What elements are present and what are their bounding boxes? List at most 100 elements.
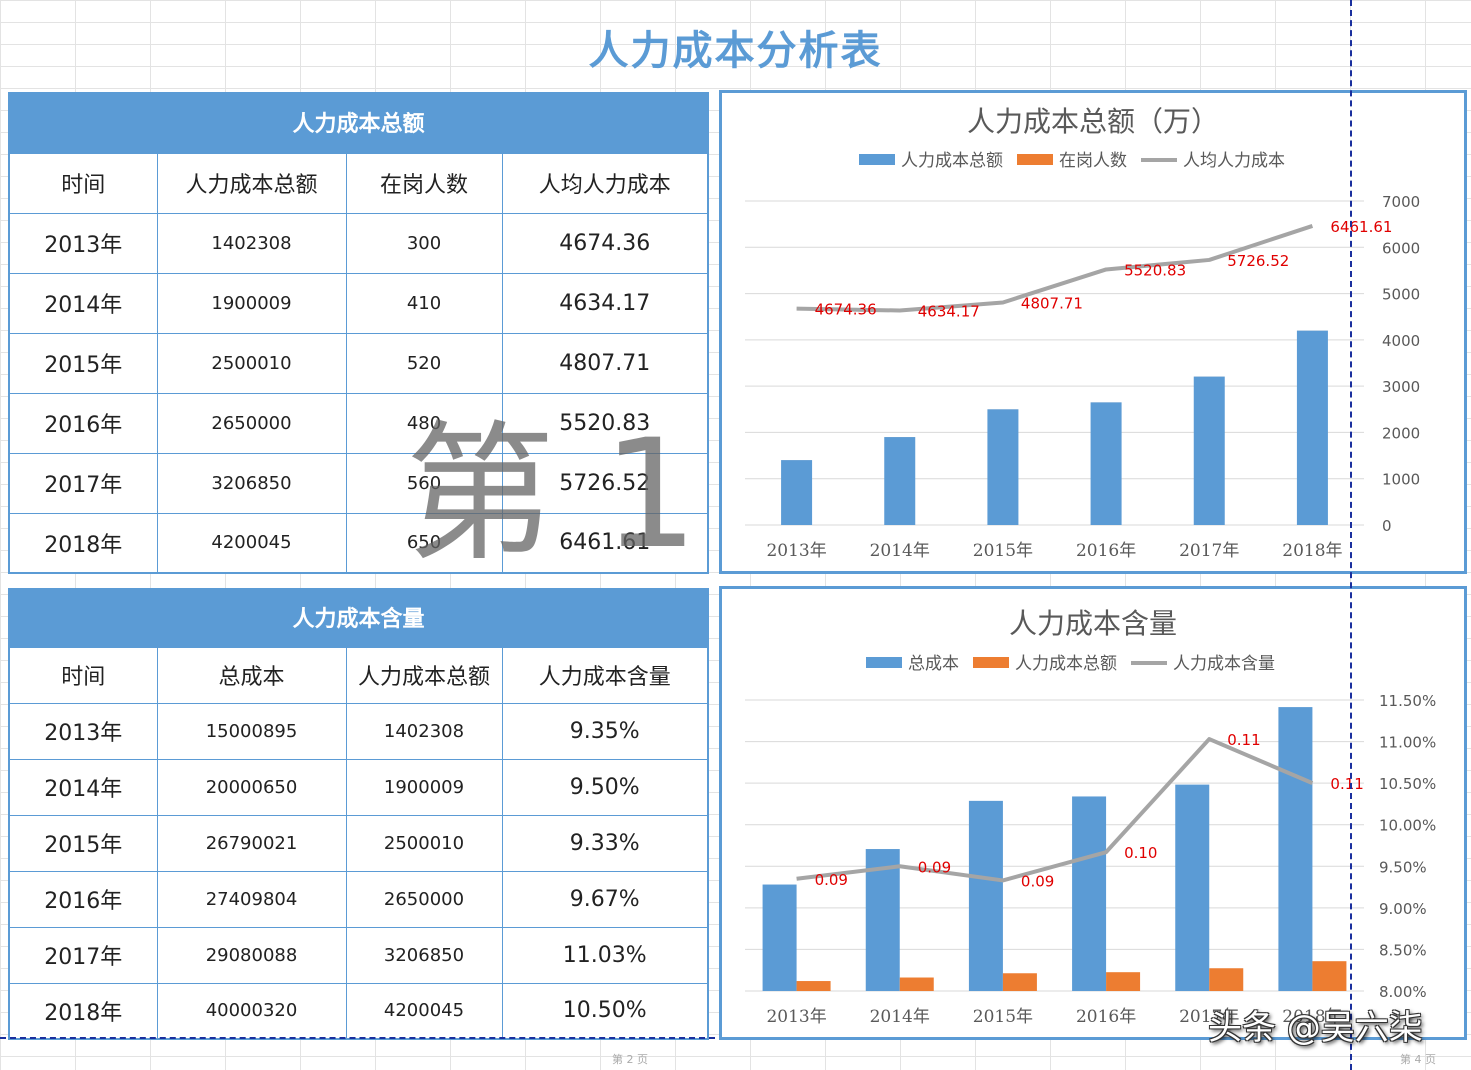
table1-title: 人力成本总额 (8, 92, 709, 152)
year-cell[interactable]: 2015年 (8, 332, 158, 394)
chart1-svg: 人力成本总额（万） 人力成本总额 在岗人数 人均人力成本 7000 6000 5000 400… (745, 105, 1420, 561)
labor-cost-cell[interactable]: 1900009 (345, 758, 503, 816)
bar (1090, 402, 1122, 525)
table-row: 2017年 29080088 3206850 11.03% (8, 926, 709, 984)
total-cost-cell[interactable]: 40000320 (156, 982, 347, 1040)
per-capita-cell[interactable]: 4634.17 (501, 272, 709, 334)
bar (1002, 973, 1037, 991)
year-cell[interactable]: 2015年 (8, 814, 158, 872)
x-tick-label: 2015年 (973, 541, 1033, 561)
year-cell[interactable]: 2014年 (8, 272, 158, 334)
ratio-cell[interactable]: 9.35% (501, 702, 709, 760)
year-cell[interactable]: 2014年 (8, 758, 158, 816)
chart-labor-cost-total[interactable]: 人力成本总额（万） 人力成本总额 在岗人数 人均人力成本 7000 6000 5000 400… (719, 90, 1467, 574)
ratio-cell[interactable]: 11.03% (501, 926, 709, 984)
legend-swatch (973, 657, 1009, 668)
per-capita-cell[interactable]: 4674.36 (501, 212, 709, 274)
table-row: 2015年 2500010 520 4807.71 (8, 332, 709, 394)
labor-cost-cell[interactable]: 1402308 (345, 702, 503, 760)
data-label: 4634.17 (918, 303, 980, 321)
bar (762, 884, 797, 991)
year-cell[interactable]: 2018年 (8, 982, 158, 1040)
data-label: 6461.61 (1330, 218, 1392, 236)
y-tick-label: 10.00% (1379, 817, 1436, 835)
bar (1175, 784, 1210, 991)
total-cost-cell[interactable]: 2500010 (156, 332, 347, 394)
total-cost-cell[interactable]: 20000650 (156, 758, 347, 816)
ratio-cell[interactable]: 9.50% (501, 758, 709, 816)
bar (987, 409, 1019, 525)
table2-title: 人力成本含量 (8, 588, 709, 646)
x-tick-label: 2016年 (1076, 541, 1136, 561)
y-tick-label: 4000 (1382, 332, 1420, 350)
total-cost-cell[interactable]: 2650000 (156, 392, 347, 454)
table-row: 2013年 1402308 300 4674.36 (8, 212, 709, 274)
year-cell[interactable]: 2013年 (8, 702, 158, 760)
header-cell: 时间 (8, 152, 158, 214)
x-tick-label: 2018年 (1282, 1007, 1342, 1027)
labor-cost-cell[interactable]: 2500010 (345, 814, 503, 872)
total-cost-cell[interactable]: 26790021 (156, 814, 347, 872)
data-label: 5520.83 (1124, 261, 1186, 279)
total-cost-cell[interactable]: 1402308 (156, 212, 347, 274)
y-tick-label: 11.00% (1379, 734, 1436, 752)
per-capita-cell[interactable]: 6461.61 (501, 512, 709, 574)
x-tick-label: 2013年 (766, 1007, 826, 1027)
year-cell[interactable]: 2018年 (8, 512, 158, 574)
labor-cost-ratio-table: 时间 总成本 人力成本总额 人力成本含量 2013年 15000895 1402… (8, 646, 709, 1040)
year-cell[interactable]: 2016年 (8, 392, 158, 454)
headcount-cell[interactable]: 410 (345, 272, 503, 334)
labor-cost-cell[interactable]: 4200045 (345, 982, 503, 1040)
total-cost-cell[interactable]: 15000895 (156, 702, 347, 760)
total-cost-cell[interactable]: 1900009 (156, 272, 347, 334)
headcount-cell[interactable]: 480 (345, 392, 503, 454)
legend-label: 总成本 (908, 654, 959, 674)
year-cell[interactable]: 2017年 (8, 926, 158, 984)
header-cell: 时间 (8, 646, 158, 704)
total-cost-cell[interactable]: 4200045 (156, 512, 347, 574)
x-tick-label: 2017年 (1179, 1007, 1239, 1027)
header-cell: 总成本 (156, 646, 347, 704)
page-break-horizontal (0, 1037, 715, 1039)
per-capita-cell[interactable]: 5726.52 (501, 452, 709, 514)
table-row: 2014年 20000650 1900009 9.50% (8, 758, 709, 816)
data-label: 0.11 (1227, 731, 1260, 749)
legend-swatch (866, 657, 902, 668)
ratio-cell[interactable]: 9.67% (501, 870, 709, 928)
page-title: 人力成本分析表 (588, 28, 883, 74)
labor-cost-total-table: 时间 人力成本总额 在岗人数 人均人力成本 2013年 1402308 300 … (8, 152, 709, 574)
y-tick-label: 7000 (1382, 193, 1420, 211)
chart-labor-cost-ratio[interactable]: 人力成本含量 总成本 人力成本总额 人力成本含量 11.50% 11.00% 10.50% 1… (719, 586, 1467, 1040)
data-label: 0.09 (815, 871, 848, 889)
total-cost-cell[interactable]: 3206850 (156, 452, 347, 514)
data-label: 0.09 (1021, 872, 1054, 890)
y-tick-label: 0 (1382, 517, 1392, 535)
headcount-cell[interactable]: 520 (345, 332, 503, 394)
per-capita-cell[interactable]: 4807.71 (501, 332, 709, 394)
year-cell[interactable]: 2013年 (8, 212, 158, 274)
year-cell[interactable]: 2017年 (8, 452, 158, 514)
labor-cost-cell[interactable]: 2650000 (345, 870, 503, 928)
table-row: 2016年 27409804 2650000 9.67% (8, 870, 709, 928)
headcount-cell[interactable]: 650 (345, 512, 503, 574)
table-header-row: 时间 总成本 人力成本总额 人力成本含量 (8, 646, 709, 704)
x-tick-label: 2013年 (766, 541, 826, 561)
labor-cost-cell[interactable]: 3206850 (345, 926, 503, 984)
year-cell[interactable]: 2016年 (8, 870, 158, 928)
page-watermark: 第 1 (405, 408, 699, 582)
y-tick-label: 3000 (1382, 378, 1420, 396)
ratio-cell[interactable]: 10.50% (501, 982, 709, 1040)
legend-label: 人力成本总额 (901, 151, 1003, 171)
bar (1209, 968, 1244, 991)
header-cell: 人均人力成本 (501, 152, 709, 214)
x-tick-label: 2016年 (1076, 1007, 1136, 1027)
total-cost-cell[interactable]: 29080088 (156, 926, 347, 984)
data-label: 4674.36 (815, 301, 877, 319)
bar (968, 800, 1003, 991)
header-cell: 人力成本总额 (156, 152, 347, 214)
ratio-cell[interactable]: 9.33% (501, 814, 709, 872)
total-cost-cell[interactable]: 27409804 (156, 870, 347, 928)
y-tick-label: 8.50% (1379, 941, 1427, 959)
headcount-cell[interactable]: 300 (345, 212, 503, 274)
